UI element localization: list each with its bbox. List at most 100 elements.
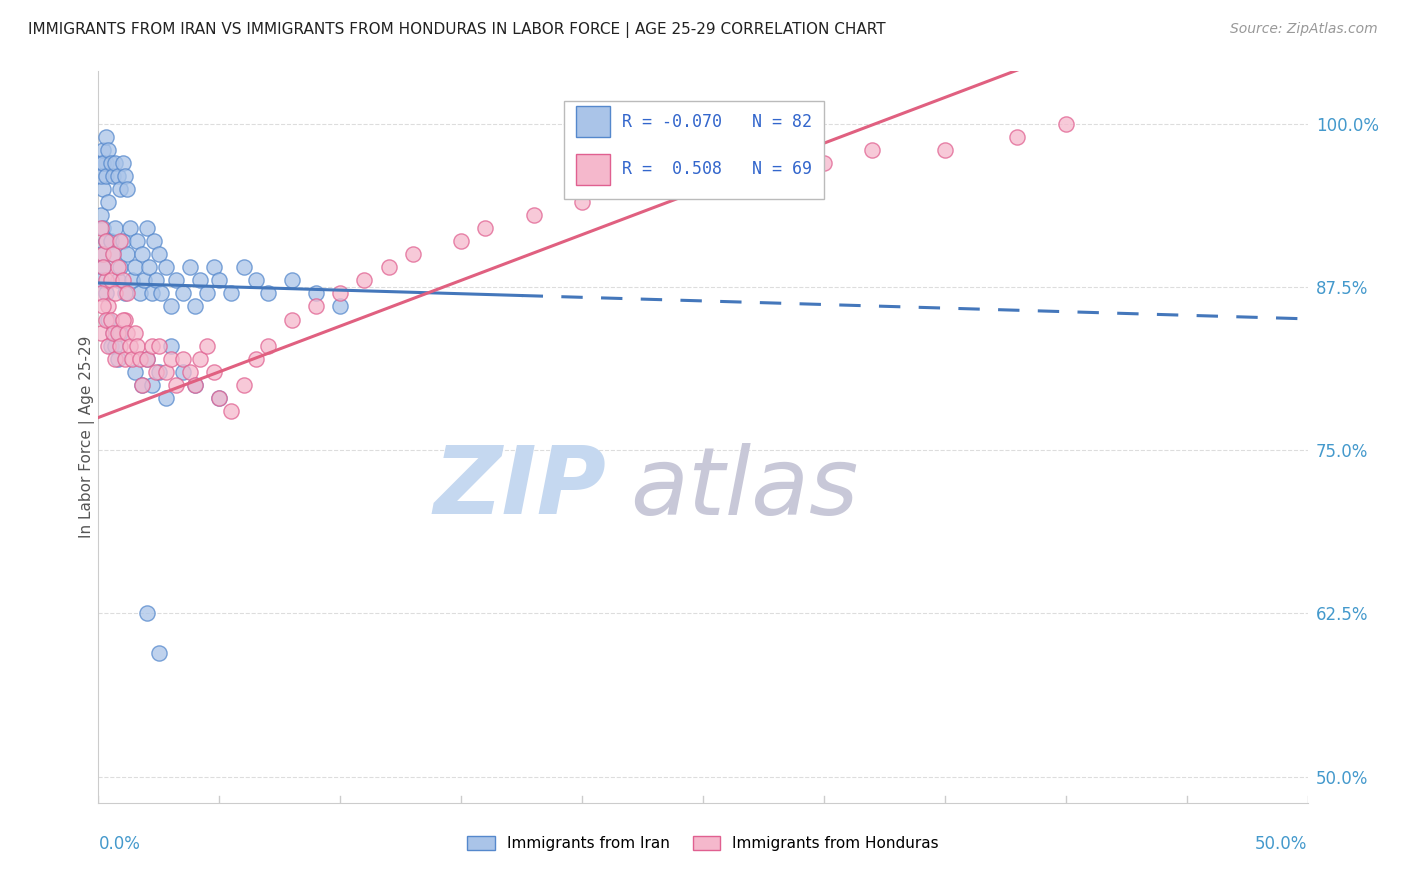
Point: [145, 365, 167, 379]
Point: [131, 377, 153, 392]
Point: [221, 286, 243, 301]
Point: [100, 234, 122, 248]
Point: [208, 391, 231, 405]
Point: [108, 326, 131, 340]
Point: [860, 143, 883, 157]
Point: [160, 339, 183, 353]
Point: [450, 234, 472, 248]
Point: [329, 300, 352, 314]
Point: [148, 365, 170, 379]
Point: [90, 169, 112, 183]
Point: [184, 300, 207, 314]
Point: [179, 260, 201, 275]
Point: [91, 260, 114, 275]
Point: [160, 300, 183, 314]
Point: [148, 646, 170, 660]
Point: [232, 377, 254, 392]
Point: [111, 312, 134, 326]
Point: [90, 208, 112, 222]
Point: [1054, 117, 1077, 131]
Text: ZIP: ZIP: [433, 442, 606, 534]
Point: [148, 339, 170, 353]
Point: [135, 221, 157, 235]
Point: [172, 351, 194, 366]
Point: [523, 208, 546, 222]
Point: [111, 156, 134, 170]
Point: [124, 260, 146, 275]
Point: [90, 286, 112, 301]
Point: [184, 377, 207, 392]
Point: [117, 247, 139, 261]
Point: [97, 339, 120, 353]
Point: [94, 286, 117, 301]
Point: [474, 221, 496, 235]
Point: [138, 260, 160, 275]
Point: [141, 339, 163, 353]
Point: [90, 221, 112, 235]
Point: [107, 169, 129, 183]
Point: [111, 234, 134, 248]
Point: [135, 607, 157, 621]
Point: [114, 312, 136, 326]
Point: [104, 221, 127, 235]
Point: [97, 300, 120, 314]
Text: 0.0%: 0.0%: [98, 836, 141, 854]
Point: [148, 247, 170, 261]
Point: [135, 351, 157, 366]
Point: [135, 351, 157, 366]
Point: [245, 351, 267, 366]
Bar: [576, 153, 610, 185]
Point: [101, 169, 124, 183]
Point: [118, 339, 141, 353]
Point: [305, 300, 328, 314]
Text: atlas: atlas: [630, 442, 859, 533]
Point: [256, 339, 278, 353]
Point: [127, 234, 149, 248]
Text: IMMIGRANTS FROM IRAN VS IMMIGRANTS FROM HONDURAS IN LABOR FORCE | AGE 25-29 CORR: IMMIGRANTS FROM IRAN VS IMMIGRANTS FROM …: [28, 22, 886, 38]
Point: [208, 273, 231, 287]
Point: [117, 182, 139, 196]
Point: [91, 143, 114, 157]
Point: [204, 365, 226, 379]
Point: [256, 286, 278, 301]
Point: [94, 129, 117, 144]
Point: [117, 286, 139, 301]
Point: [571, 194, 593, 209]
Y-axis label: In Labor Force | Age 25-29: In Labor Force | Age 25-29: [79, 336, 96, 538]
Point: [121, 273, 143, 287]
Point: [329, 286, 352, 301]
Point: [108, 234, 131, 248]
Point: [107, 260, 129, 275]
Point: [208, 391, 231, 405]
Point: [114, 351, 136, 366]
Point: [134, 273, 156, 287]
Point: [204, 260, 226, 275]
Point: [127, 339, 149, 353]
Point: [97, 312, 120, 326]
Point: [179, 365, 201, 379]
Point: [150, 286, 173, 301]
Point: [1007, 129, 1029, 144]
Point: [94, 273, 117, 287]
Point: [232, 260, 254, 275]
Point: [91, 260, 114, 275]
Point: [101, 247, 124, 261]
Point: [813, 156, 835, 170]
Point: [108, 182, 131, 196]
Point: [245, 273, 267, 287]
Point: [91, 221, 114, 235]
Point: [94, 312, 117, 326]
Point: [195, 339, 218, 353]
Point: [172, 286, 194, 301]
Point: [143, 234, 166, 248]
Point: [117, 326, 139, 340]
Point: [188, 273, 211, 287]
Point: [765, 156, 787, 170]
Point: [305, 286, 328, 301]
Point: [94, 156, 117, 170]
Point: [101, 326, 124, 340]
Point: [104, 351, 127, 366]
Point: [114, 286, 136, 301]
Point: [692, 169, 714, 183]
Point: [94, 234, 117, 248]
